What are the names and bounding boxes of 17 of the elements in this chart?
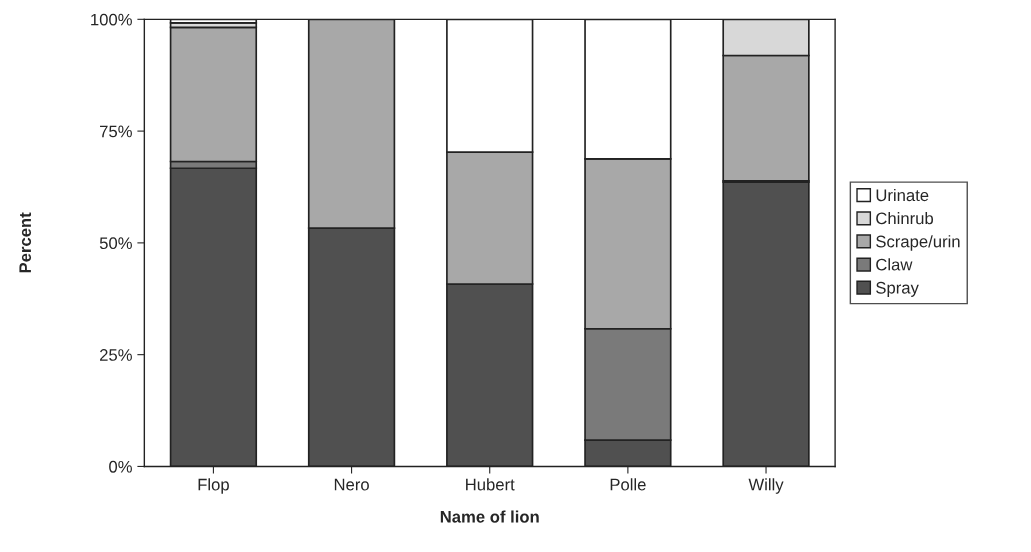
y-tick-label: 100% bbox=[91, 13, 132, 26]
y-axis-title: Percent bbox=[19, 212, 32, 273]
x-tick-label: Polle bbox=[610, 478, 646, 491]
x-axis-title: Name of lion bbox=[440, 510, 539, 523]
y-tick-label: 25% bbox=[100, 349, 132, 361]
legend-label: Urinate bbox=[876, 188, 929, 202]
y-tick-label: 0% bbox=[109, 460, 132, 473]
legend-label: Chinrub bbox=[876, 212, 934, 225]
y-tick-label: 50% bbox=[99, 237, 132, 250]
x-tick-label: Hubert bbox=[466, 478, 515, 491]
x-tick-label: Flop bbox=[198, 478, 229, 494]
legend-label: Spray bbox=[876, 281, 919, 297]
x-tick-label: Nero bbox=[334, 478, 369, 491]
x-tick-label: Willy bbox=[748, 478, 784, 494]
legend-label: Claw bbox=[876, 258, 913, 271]
y-tick-label: 75% bbox=[100, 125, 132, 138]
legend-label: Scrape/urin bbox=[876, 235, 960, 251]
